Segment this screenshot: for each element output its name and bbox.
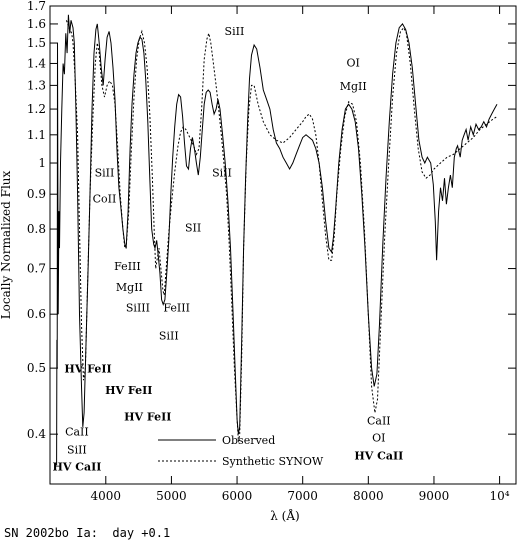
figure-caption: SN 2002bo Ia: day +0.1 (4, 526, 171, 540)
y-tick-label: 1.4 (27, 56, 46, 70)
line-annotation: CaII (367, 415, 391, 428)
line-annotation: CaII (65, 426, 89, 439)
line-annotation: OI (347, 57, 360, 70)
line-annotation: HV CaII (52, 460, 101, 473)
y-tick-label: 0.7 (27, 262, 46, 276)
line-annotation: SiIII (126, 302, 150, 315)
legend-synthetic-label: Synthetic SYNOW (222, 455, 324, 468)
line-annotations: SiII CoII FeIII MgII SiIII FeIII SiII SII SiII Si… (52, 25, 403, 473)
y-tick-label: 1 (38, 156, 46, 170)
line-annotation: SiII (212, 167, 232, 180)
line-annotation: HV FeII (105, 384, 152, 397)
x-tick-label: 4000 (91, 489, 122, 503)
legend: Observed Synthetic SYNOW (158, 434, 324, 468)
line-annotation: MgII (340, 80, 367, 93)
data-series (56, 14, 498, 466)
y-tick-label: 1.6 (27, 17, 46, 31)
y-tick-label: 0.5 (27, 361, 46, 375)
line-annotation: SiII (95, 167, 115, 180)
y-tick-label: 1.7 (27, 0, 46, 13)
line-annotation: FeIII (163, 302, 190, 315)
y-axis-label: Locally Normalized Flux (0, 170, 13, 319)
y-tick-label: 0.8 (27, 222, 46, 236)
x-tick-label: 6000 (222, 489, 253, 503)
y-tick-label: 1.3 (27, 78, 46, 92)
y-tick-label: 1.1 (27, 128, 46, 142)
line-annotation: SiII (67, 443, 87, 456)
line-annotation: SiII (159, 329, 179, 342)
y-tick-label: 0.9 (27, 187, 46, 201)
series-line-observed (56, 14, 498, 466)
x-tick-label: 7000 (287, 489, 318, 503)
line-annotation: MgII (116, 281, 143, 294)
x-tick-label: 8000 (353, 489, 384, 503)
line-annotation: FeIII (114, 260, 141, 273)
plot-frame (49, 5, 517, 485)
line-annotation: SiII (225, 25, 245, 38)
y-tick-label: 0.6 (27, 307, 46, 321)
x-tick-label: 5000 (156, 489, 187, 503)
line-annotation: CoII (93, 193, 117, 206)
y-tick-label: 1.5 (27, 36, 46, 50)
line-annotation: SII (185, 221, 201, 234)
y-tick-label: 0.4 (27, 427, 46, 441)
line-annotation: HV FeII (124, 410, 171, 423)
axis-ticks: 4000 5000 6000 7000 8000 9000 10⁴ 0.4 0.5 0.6 0.7 0… (27, 0, 516, 503)
legend-observed-label: Observed (222, 434, 275, 447)
x-tick-label: 9000 (419, 489, 450, 503)
x-axis-label: λ (Å) (270, 508, 299, 523)
y-tick-label: 1.2 (27, 102, 46, 116)
x-tick-label: 10⁴ (490, 489, 510, 503)
line-annotation: HV FeII (64, 362, 111, 375)
line-annotation: OI (372, 432, 385, 445)
series-line-synthetic (65, 20, 498, 442)
line-annotation: HV CaII (354, 450, 403, 463)
